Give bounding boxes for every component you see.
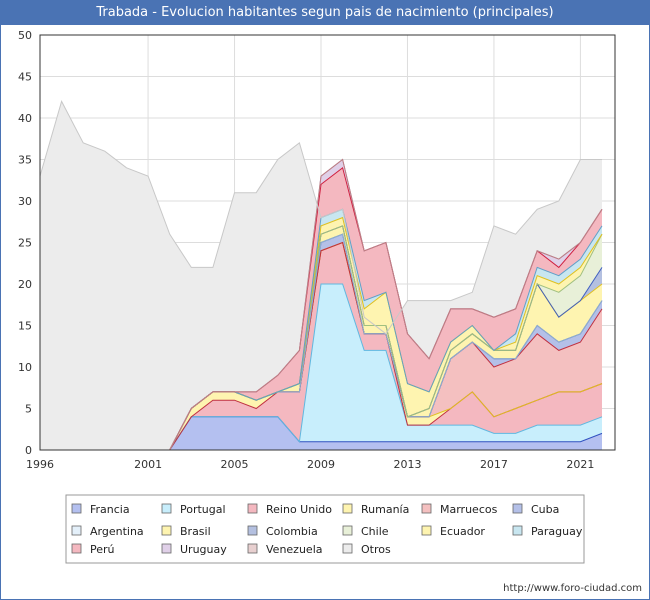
- y-tick-label: 40: [18, 112, 32, 125]
- legend-label: Ecuador: [440, 525, 485, 538]
- legend-swatch: [342, 525, 353, 536]
- legend-label: Francia: [90, 503, 130, 516]
- plot-border: [39, 34, 616, 451]
- x-tick-label: 1996: [26, 458, 54, 471]
- legend-swatch: [71, 543, 82, 554]
- legend-swatch: [247, 543, 258, 554]
- legend-swatch: [512, 503, 523, 514]
- x-tick-label: 2021: [566, 458, 594, 471]
- legend-swatch: [421, 525, 432, 536]
- legend-swatch: [247, 525, 258, 536]
- x-tick-label: 2001: [134, 458, 162, 471]
- line-otros: [39, 100, 602, 335]
- legend-swatch: [247, 503, 258, 514]
- y-tick-label: 45: [18, 71, 32, 84]
- area-otros: [40, 101, 602, 451]
- legend-label: Otros: [361, 543, 391, 556]
- y-tick-label: 25: [18, 237, 32, 250]
- y-tick-label: 5: [25, 403, 32, 416]
- legend-label: Brasil: [180, 525, 211, 538]
- x-tick-label: 2005: [221, 458, 249, 471]
- legend-label: Perú: [90, 543, 115, 556]
- legend-label: Marruecos: [440, 503, 498, 516]
- y-tick-label: 35: [18, 154, 32, 167]
- legend-swatch: [71, 525, 82, 536]
- legend-label: Uruguay: [180, 543, 227, 556]
- x-tick-label: 2013: [393, 458, 421, 471]
- x-tick-label: 2009: [307, 458, 335, 471]
- legend-swatch: [161, 503, 172, 514]
- legend-label: Reino Unido: [266, 503, 332, 516]
- y-tick-label: 0: [25, 444, 32, 457]
- legend-swatch: [71, 503, 82, 514]
- legend-swatch: [512, 525, 523, 536]
- y-tick-label: 10: [18, 361, 32, 374]
- legend-label: Rumanía: [361, 503, 409, 516]
- y-tick-label: 20: [18, 278, 32, 291]
- legend-box: [65, 494, 585, 564]
- legend-label: Chile: [361, 525, 389, 538]
- y-tick-label: 15: [18, 320, 32, 333]
- legend-swatch: [342, 543, 353, 554]
- legend-label: Cuba: [531, 503, 559, 516]
- legend-label: Portugal: [180, 503, 226, 516]
- area-marruecos: [40, 242, 602, 450]
- legend-label: Colombia: [266, 525, 318, 538]
- legend-label: Venezuela: [266, 543, 323, 556]
- legend-swatch: [161, 543, 172, 554]
- y-tick-label: 30: [18, 195, 32, 208]
- legend-label: Argentina: [90, 525, 144, 538]
- legend-swatch: [421, 503, 432, 514]
- x-tick-label: 2017: [480, 458, 508, 471]
- chart-title: Trabada - Evolucion habitantes segun pai…: [1, 1, 649, 25]
- y-tick-label: 50: [18, 29, 32, 42]
- legend-label: Paraguay: [531, 525, 583, 538]
- legend-swatch: [161, 525, 172, 536]
- footer-url[interactable]: http://www.foro-ciudad.com: [503, 583, 642, 594]
- legend-swatch: [342, 503, 353, 514]
- area-portugal: [40, 284, 602, 450]
